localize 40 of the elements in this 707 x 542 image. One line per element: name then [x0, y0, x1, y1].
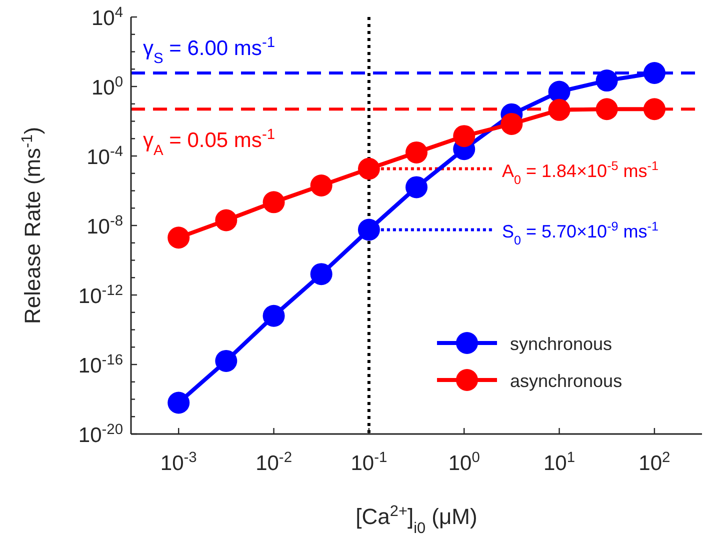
point	[406, 141, 428, 164]
y-tick-label: 10$^{-20}$	[78, 422, 123, 447]
y-tick-label: 10$^{-4}$	[86, 144, 123, 169]
point	[596, 70, 618, 92]
point	[262, 304, 285, 327]
point	[643, 98, 666, 120]
point	[548, 98, 570, 121]
point	[500, 112, 523, 135]
legend-label: asynchronous	[510, 371, 622, 391]
x-tick-label: 10$^{-1}$	[350, 450, 388, 475]
y-tick-label: 10$^{-12}$	[78, 283, 123, 308]
point	[548, 80, 570, 103]
point	[215, 350, 238, 372]
point	[596, 98, 618, 120]
point	[168, 392, 190, 414]
x-tick-label: 10$^{0}$	[448, 450, 480, 475]
point	[310, 174, 332, 197]
ref-line-label: γ$_{S}$ = 6.00 ms$^{-1}$	[143, 34, 275, 67]
x-tick-label: 10$^{-3}$	[160, 450, 197, 475]
y-tick-label: 10$^{4}$	[91, 5, 123, 30]
y-tick-label: 10$^{0}$	[91, 74, 123, 100]
y-tick-label: 10$^{-8}$	[86, 214, 123, 238]
ref-line-label: γ$_{A}$ = 0.05 ms$^{-1}$	[143, 127, 275, 160]
point	[358, 218, 380, 241]
point	[262, 191, 285, 214]
point	[310, 263, 332, 286]
point	[215, 209, 238, 232]
x-tick-label: 10$^{1}$	[544, 450, 576, 475]
point	[453, 125, 476, 148]
y-tick-label: 10$^{-16}$	[78, 352, 123, 378]
point	[406, 176, 428, 198]
x-tick-label: 10$^{2}$	[638, 450, 670, 475]
annotation: S$_{0}$ = 5.70×10$^{-9}$ ms$^{-1}$	[502, 220, 658, 248]
x-axis-title: [Ca$^{2+}$]$_{i0}$ (μM)	[356, 502, 478, 536]
point	[643, 62, 666, 84]
point	[358, 158, 380, 180]
legend-label: synchronous	[510, 334, 612, 354]
point	[168, 226, 190, 249]
annotation: A$_{0}$ = 1.84×10$^{-5}$ ms$^{-1}$	[502, 158, 658, 187]
x-tick-label: 10$^{-2}$	[256, 450, 292, 475]
